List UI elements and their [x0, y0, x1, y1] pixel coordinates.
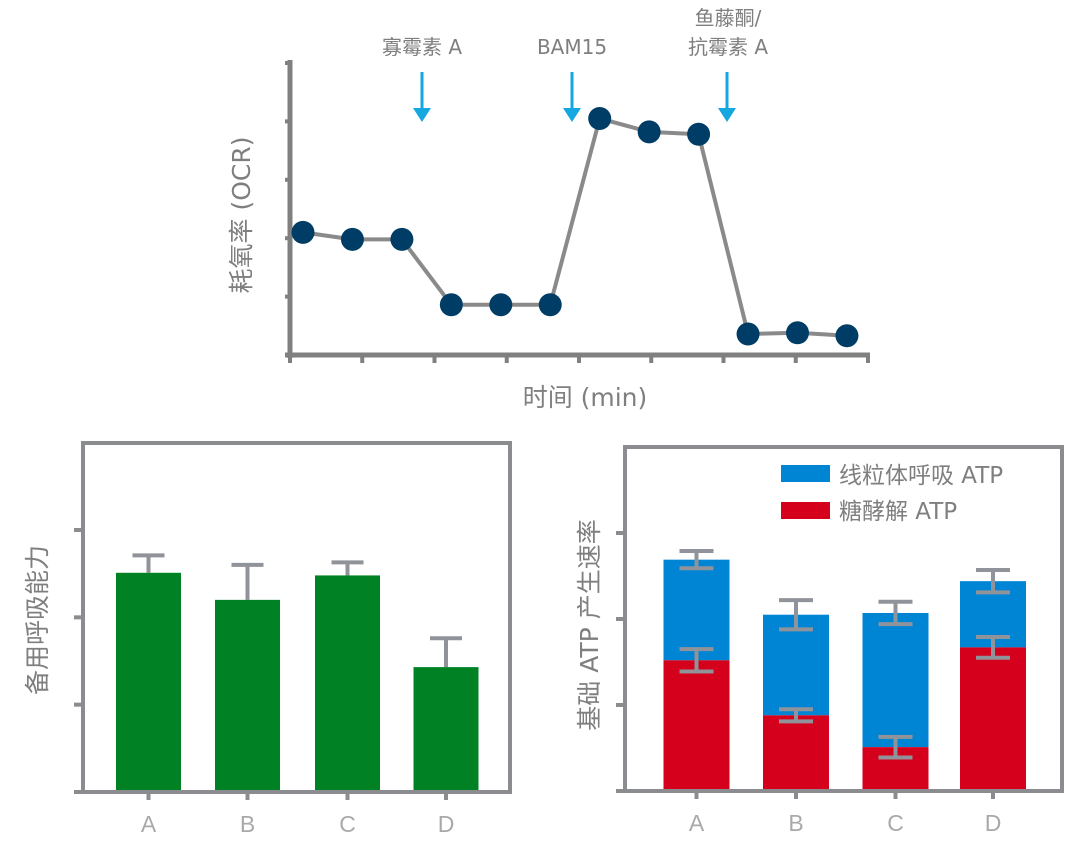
- arrow-head: [718, 108, 736, 122]
- arrow-head: [563, 108, 581, 122]
- spare-capacity-bar-C: [315, 575, 380, 790]
- atp-stacked-bars: [663, 549, 1026, 789]
- atp-legend: 线粒体呼吸 ATP 糖酵解 ATP: [781, 463, 1003, 525]
- down-arrow-icon: [563, 72, 581, 122]
- atp-bar-glyco-A: [663, 660, 730, 789]
- atp-error-bar: [679, 549, 714, 571]
- atp-error-bar: [976, 635, 1010, 660]
- spare-capacity-x-tick-label: B: [240, 811, 255, 837]
- atp-error-bar: [878, 599, 913, 627]
- atp-error-bar: [976, 567, 1010, 595]
- spare-capacity-x-tick-label: D: [438, 811, 455, 837]
- atp-bar-glyco-D: [960, 647, 1026, 789]
- atp-y-axis-label: 基础 ATP 产生速率: [575, 519, 604, 730]
- ocr-data-point: [291, 220, 315, 244]
- atp-x-tick-label: A: [689, 810, 705, 836]
- ocr-line: [302, 116, 848, 338]
- atp-error-bar: [878, 734, 913, 760]
- spare-capacity-x-tick-label: C: [339, 811, 356, 837]
- ocr-line-chart: 寡霉素 A BAM15 鱼藤酮/ 抗霉素 A 耗氧率 (OCR) 时间 (min…: [227, 6, 870, 412]
- ocr-data-point: [538, 293, 562, 317]
- ocr-data-point: [835, 324, 859, 348]
- spare-capacity-bar-B: [215, 599, 280, 790]
- down-arrow-icon: [413, 72, 431, 122]
- ocr-data-point: [786, 321, 809, 345]
- ocr-y-axis-label: 耗氧率 (OCR): [227, 137, 256, 294]
- atp-production-stacked-bar-chart: A B C D 线粒体呼吸 ATP 糖酵解 ATP 基础 ATP 产生速率: [575, 445, 1064, 836]
- ocr-data-point: [687, 122, 711, 146]
- ocr-data-point: [736, 322, 760, 346]
- spare-capacity-bar-D: [413, 667, 479, 790]
- ocr-data-point: [439, 293, 463, 317]
- legend-swatch-glyco: [781, 502, 830, 519]
- spare-capacity-bar-A: [116, 572, 181, 790]
- ocr-data-point: [588, 106, 612, 130]
- atp-x-tick-label: C: [887, 810, 904, 836]
- atp-error-bar: [779, 707, 813, 724]
- atp-bar-glyco-B: [763, 715, 829, 789]
- legend-swatch-mito: [781, 465, 830, 482]
- spare-capacity-x-tick-label: A: [141, 811, 157, 837]
- arrow-head: [413, 108, 431, 122]
- atp-x-tick-label: B: [788, 810, 803, 836]
- atp-x-tick-labels: A B C D: [689, 810, 1001, 836]
- down-arrow-icon: [718, 72, 736, 122]
- ocr-annotation-rotenone-line2: 抗霉素 A: [688, 35, 768, 59]
- ocr-axes: [285, 60, 870, 363]
- atp-frame: [616, 445, 1064, 799]
- atp-bar-mito-A: [663, 559, 730, 661]
- spare-capacity-bar-chart: A B C D 备用呼吸能力: [23, 441, 512, 837]
- atp-x-tick-label: D: [985, 810, 1002, 836]
- ocr-data-point: [637, 120, 661, 144]
- spare-capacity-frame: [74, 441, 512, 800]
- atp-bar-mito-C: [862, 612, 929, 748]
- ocr-x-axis-label: 时间 (min): [523, 383, 648, 412]
- legend-label-glyco: 糖酵解 ATP: [839, 499, 957, 525]
- ocr-data-point: [489, 293, 513, 317]
- ocr-data-point: [340, 227, 364, 251]
- spare-capacity-y-axis-label: 备用呼吸能力: [23, 545, 52, 695]
- atp-bar-mito-B: [763, 614, 829, 716]
- atp-error-bar: [679, 647, 714, 674]
- atp-error-bar: [779, 598, 813, 632]
- ocr-annotation-oligomycin: 寡霉素 A: [382, 35, 462, 59]
- ocr-data-point: [390, 227, 414, 251]
- ocr-data-points: [291, 106, 859, 348]
- spare-capacity-bars: [116, 553, 479, 790]
- injection-arrows: [413, 72, 736, 122]
- ocr-annotation-bam15: BAM15: [537, 35, 607, 59]
- ocr-series-line: [302, 116, 848, 338]
- ocr-annotation-rotenone-line1: 鱼藤酮/: [695, 6, 762, 30]
- legend-label-mito: 线粒体呼吸 ATP: [839, 463, 1003, 489]
- spare-capacity-x-tick-labels: A B C D: [141, 811, 454, 837]
